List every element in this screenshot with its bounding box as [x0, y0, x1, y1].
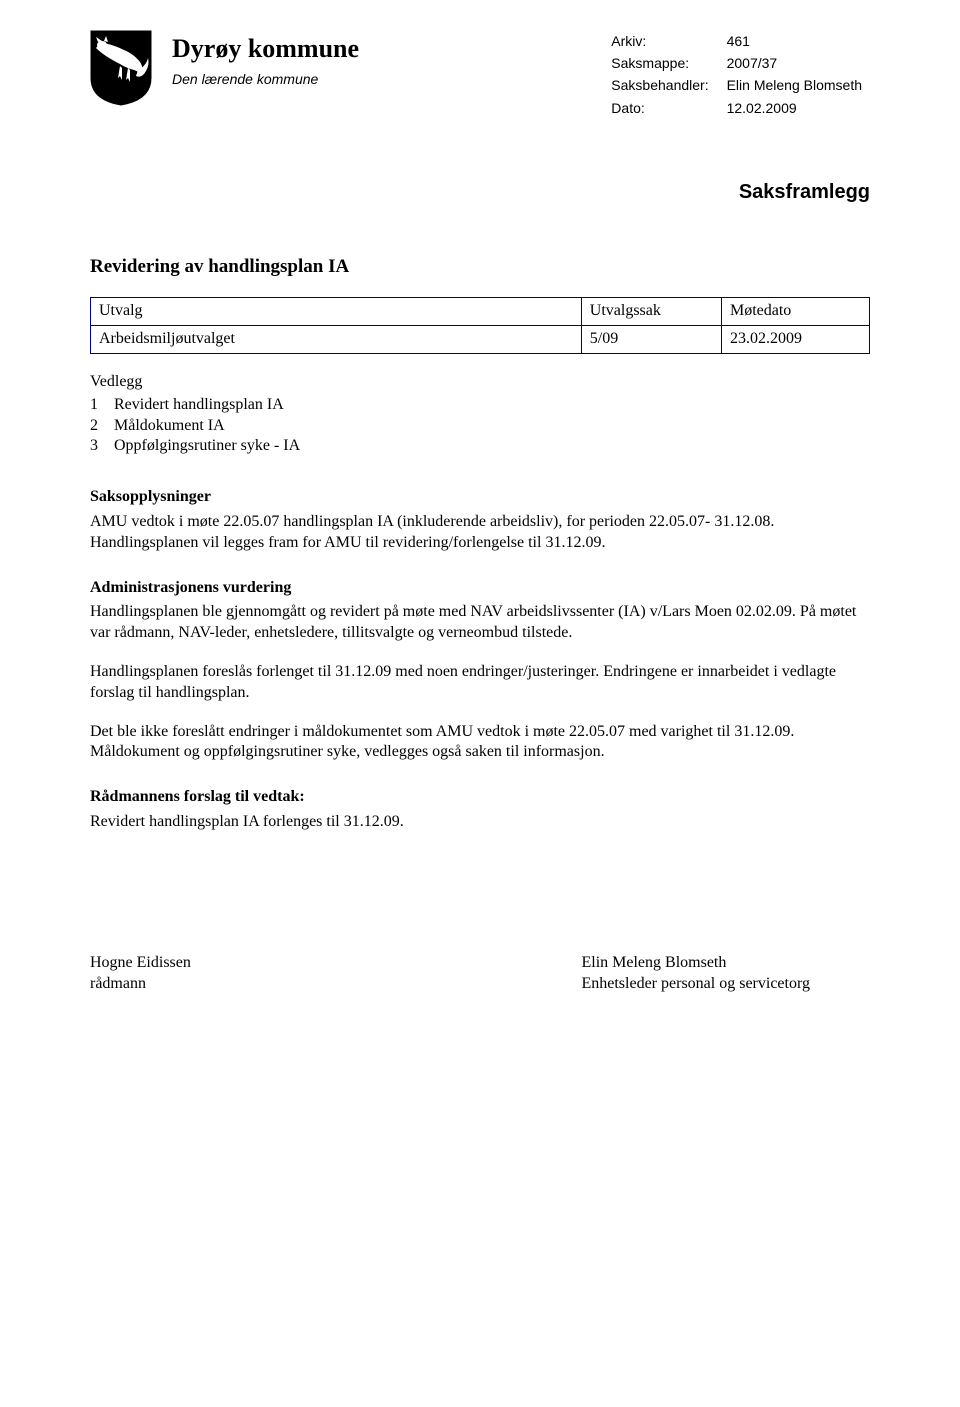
- signature-right: Elin Meleng Blomseth Enhetsleder persona…: [581, 953, 810, 995]
- vedlegg-text: Måldokument IA: [114, 416, 225, 437]
- vedlegg-item: 2 Måldokument IA: [90, 416, 870, 437]
- utvalg-header-motedato: Møtedato: [721, 298, 869, 326]
- vedlegg-number: 3: [90, 436, 104, 457]
- metadata-value: 12.02.2009: [727, 97, 870, 119]
- body-paragraph: Handlingsplanen ble gjennomgått og revid…: [90, 602, 870, 644]
- vedlegg-heading: Vedlegg: [90, 372, 870, 393]
- table-cell: 23.02.2009: [721, 326, 869, 354]
- admin-vurdering-heading: Administrasjonens vurdering: [90, 578, 870, 599]
- utvalg-header-utvalg: Utvalg: [91, 298, 582, 326]
- metadata-value: 2007/37: [727, 52, 870, 74]
- municipality-tagline: Den lærende kommune: [172, 70, 359, 88]
- admin-vurdering-body: Handlingsplanen ble gjennomgått og revid…: [90, 602, 870, 763]
- signature-left-name: Hogne Eidissen: [90, 953, 191, 974]
- utvalg-table: Utvalg Utvalgssak Møtedato Arbeidsmiljøu…: [90, 297, 870, 354]
- vedlegg-section: Vedlegg 1 Revidert handlingsplan IA 2 Måldo…: [90, 372, 870, 457]
- municipality-name: Dyrøy kommune: [172, 32, 359, 66]
- body-paragraph: Det ble ikke foreslått endringer i måldo…: [90, 722, 870, 764]
- vedlegg-text: Revidert handlingsplan IA: [114, 395, 284, 416]
- metadata-row: Saksbehandler:Elin Meleng Blomseth: [611, 74, 870, 96]
- body-paragraph: Handlingsplanen foreslås forlenget til 3…: [90, 662, 870, 704]
- vedlegg-number: 1: [90, 395, 104, 416]
- signature-right-title: Enhetsleder personal og servicetorg: [581, 974, 810, 995]
- table-cell: 5/09: [581, 326, 721, 354]
- table-row: Arbeidsmiljøutvalget5/0923.02.2009: [91, 326, 870, 354]
- metadata-label: Saksbehandler:: [611, 74, 726, 96]
- vedlegg-number: 2: [90, 416, 104, 437]
- radmannens-forslag-heading: Rådmannens forslag til vedtak:: [90, 787, 870, 808]
- document-type-heading: Saksframlegg: [90, 179, 870, 205]
- metadata-row: Dato:12.02.2009: [611, 97, 870, 119]
- saksopplysninger-text: AMU vedtok i møte 22.05.07 handlingsplan…: [90, 512, 870, 554]
- metadata-row: Arkiv:461: [611, 30, 870, 52]
- table-cell: Arbeidsmiljøutvalget: [91, 326, 582, 354]
- signature-left-title: rådmann: [90, 974, 191, 995]
- utvalg-header-utvalgssak: Utvalgssak: [581, 298, 721, 326]
- saksopplysninger-heading: Saksopplysninger: [90, 487, 870, 508]
- vedlegg-list: 1 Revidert handlingsplan IA 2 Måldokument I…: [90, 395, 870, 457]
- document-header: Dyrøy kommune Den lærende kommune Arkiv:…: [90, 30, 870, 119]
- metadata-label: Saksmappe:: [611, 52, 726, 74]
- case-title: Revidering av handlingsplan IA: [90, 255, 870, 280]
- signature-right-name: Elin Meleng Blomseth: [581, 953, 810, 974]
- metadata-value: 461: [727, 30, 870, 52]
- vedlegg-item: 1 Revidert handlingsplan IA: [90, 395, 870, 416]
- signature-row: Hogne Eidissen rådmann Elin Meleng Bloms…: [90, 953, 870, 995]
- metadata-value: Elin Meleng Blomseth: [727, 74, 870, 96]
- radmannens-forslag-text: Revidert handlingsplan IA forlenges til …: [90, 812, 870, 833]
- metadata-label: Dato:: [611, 97, 726, 119]
- vedlegg-text: Oppfølgingsrutiner syke - IA: [114, 436, 300, 457]
- signature-left: Hogne Eidissen rådmann: [90, 953, 191, 995]
- metadata-row: Saksmappe:2007/37: [611, 52, 870, 74]
- metadata-label: Arkiv:: [611, 30, 726, 52]
- title-block: Dyrøy kommune Den lærende kommune: [172, 30, 359, 88]
- vedlegg-item: 3 Oppfølgingsrutiner syke - IA: [90, 436, 870, 457]
- municipality-shield-icon: [90, 30, 152, 113]
- document-metadata-table: Arkiv:461Saksmappe:2007/37Saksbehandler:…: [611, 30, 870, 119]
